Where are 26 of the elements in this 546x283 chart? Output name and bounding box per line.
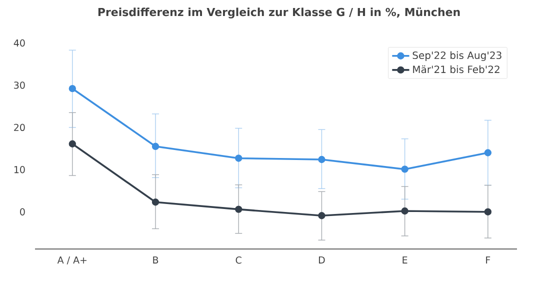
x-tick-label: D <box>318 256 325 264</box>
x-tick-label: A / A+ <box>57 256 86 264</box>
point <box>318 156 326 164</box>
y-tick-label: 40 <box>14 39 25 47</box>
point <box>68 140 76 148</box>
y-tick-label: 20 <box>14 124 25 132</box>
point <box>484 208 492 216</box>
point <box>68 84 76 92</box>
legend-label: Mär'21 bis Feb'22 <box>413 65 500 74</box>
point <box>484 149 492 156</box>
y-tick-label: 0 <box>20 208 25 216</box>
y-tick-label: 30 <box>14 82 25 89</box>
y-tick-label: 10 <box>14 166 25 174</box>
point <box>152 198 160 206</box>
point <box>235 206 242 213</box>
legend-label: Sep'22 bis Aug'23 <box>412 51 502 61</box>
x-tick-label: B <box>153 256 158 264</box>
chart-title: Preisdifferenz im Vergleich zur Klasse G / H in %, München <box>98 8 460 18</box>
point <box>401 207 408 215</box>
point <box>152 142 160 150</box>
x-tick-label: E <box>402 256 408 264</box>
point <box>235 154 242 162</box>
point <box>401 166 408 173</box>
x-tick-label: C <box>236 256 242 264</box>
x-tick-label: F <box>486 256 490 264</box>
point <box>318 212 326 220</box>
